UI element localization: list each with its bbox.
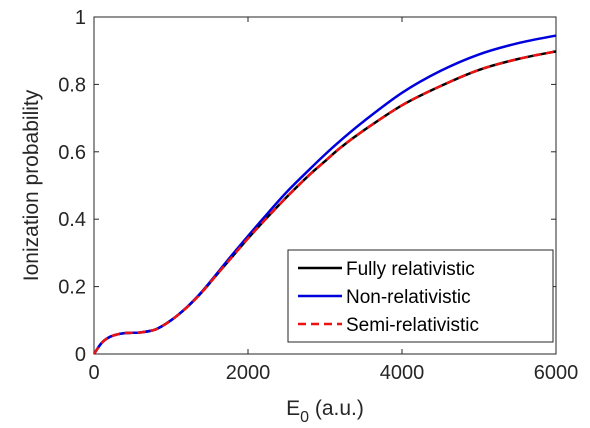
y-tick-label: 0 bbox=[75, 344, 86, 366]
x-axis-title: E0 (a.u.) bbox=[286, 397, 364, 426]
x-tick-label: 6000 bbox=[534, 362, 579, 384]
y-tick-label: 0.6 bbox=[58, 142, 86, 164]
x-tick-label: 0 bbox=[88, 362, 99, 384]
series-lines bbox=[92, 34, 557, 355]
legend-label-fully-relativistic: Fully relativistic bbox=[346, 259, 475, 280]
series-line-semi-relativistic bbox=[92, 50, 557, 355]
legend-label-semi-relativistic: Semi-relativistic bbox=[346, 315, 479, 336]
legend: Fully relativistic Non-relativistic Semi-r… bbox=[287, 249, 554, 343]
legend-label-non-relativistic: Non-relativistic bbox=[346, 287, 471, 308]
x-tick-label: 4000 bbox=[380, 362, 425, 384]
x-axis-title-subscript: 0 bbox=[300, 409, 309, 426]
y-tick-label: 1 bbox=[75, 7, 86, 29]
x-axis-title-unit: (a.u.) bbox=[309, 397, 364, 420]
y-tick-label: 0.4 bbox=[58, 209, 86, 231]
x-axis-ticks: 0 2000 4000 6000 bbox=[88, 17, 578, 384]
y-tick-label: 0.2 bbox=[58, 277, 86, 299]
x-tick-label: 2000 bbox=[226, 362, 271, 384]
y-axis-title: Ionization probability bbox=[20, 89, 43, 281]
y-tick-label: 0.8 bbox=[58, 74, 86, 96]
y-axis-ticks: 0 0.2 0.4 0.6 0.8 1 bbox=[58, 7, 556, 366]
x-axis-title-main: E bbox=[286, 397, 300, 420]
